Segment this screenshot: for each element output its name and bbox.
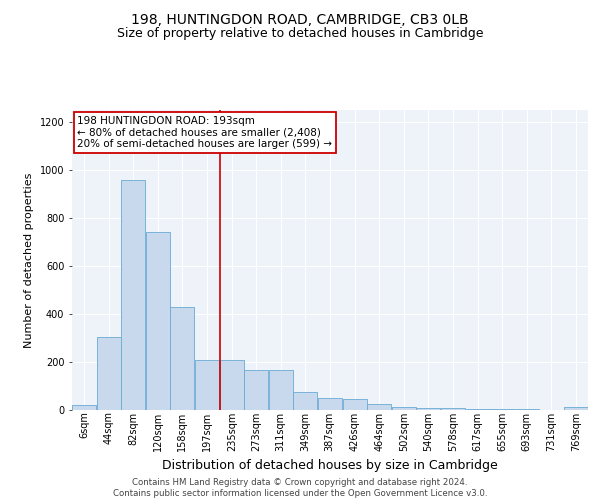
Bar	[416, 408, 440, 410]
Bar	[367, 404, 391, 410]
Bar	[441, 408, 465, 410]
Bar	[97, 337, 121, 410]
Bar	[515, 409, 539, 410]
Text: Contains HM Land Registry data © Crown copyright and database right 2024.
Contai: Contains HM Land Registry data © Crown c…	[113, 478, 487, 498]
Text: Size of property relative to detached houses in Cambridge: Size of property relative to detached ho…	[117, 28, 483, 40]
Bar	[466, 409, 490, 410]
Bar	[195, 360, 219, 410]
Bar	[490, 409, 514, 410]
X-axis label: Distribution of detached houses by size in Cambridge: Distribution of detached houses by size …	[162, 459, 498, 472]
Bar	[269, 370, 293, 410]
Text: 198, HUNTINGDON ROAD, CAMBRIDGE, CB3 0LB: 198, HUNTINGDON ROAD, CAMBRIDGE, CB3 0LB	[131, 12, 469, 26]
Bar	[121, 180, 145, 410]
Bar	[146, 232, 170, 410]
Bar	[343, 399, 367, 410]
Bar	[564, 407, 588, 410]
Y-axis label: Number of detached properties: Number of detached properties	[24, 172, 34, 348]
Bar	[392, 407, 416, 410]
Bar	[244, 370, 268, 410]
Text: 198 HUNTINGDON ROAD: 193sqm
← 80% of detached houses are smaller (2,408)
20% of : 198 HUNTINGDON ROAD: 193sqm ← 80% of det…	[77, 116, 332, 149]
Bar	[293, 392, 317, 410]
Bar	[72, 405, 96, 410]
Bar	[317, 398, 341, 410]
Bar	[220, 360, 244, 410]
Bar	[170, 307, 194, 410]
